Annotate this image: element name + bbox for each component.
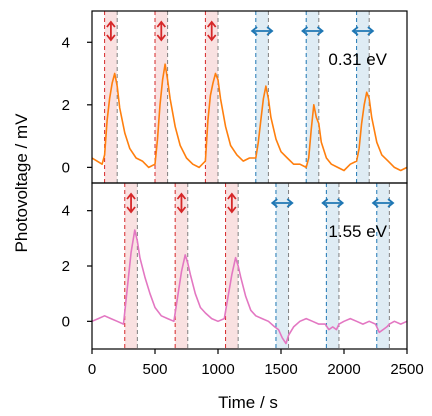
y-tick-label: 4 (62, 203, 70, 220)
illumination-band (356, 11, 370, 183)
illumination-band (124, 183, 138, 349)
arrowhead-up-icon (206, 20, 217, 28)
arrowhead-right-icon (367, 26, 375, 36)
x-tick-label: 2000 (327, 361, 360, 378)
arrowhead-right-icon (316, 26, 324, 36)
arrowhead-left-icon (321, 198, 329, 208)
y-tick-label: 0 (62, 159, 70, 176)
axes-frame (91, 182, 408, 350)
arrowhead-up-icon (176, 192, 187, 200)
x-tick-label: 2500 (390, 361, 423, 378)
illumination-band (376, 183, 390, 349)
illumination-band (275, 183, 289, 349)
y-tick-label: 2 (62, 97, 70, 114)
illumination-band (205, 11, 218, 183)
x-tick-label: 1000 (201, 361, 234, 378)
arrowhead-right-icon (266, 26, 274, 36)
arrowhead-up-icon (106, 20, 116, 28)
illumination-band (175, 183, 188, 349)
arrowhead-down-icon (106, 34, 116, 42)
x-tick-label: 500 (142, 361, 167, 378)
arrowhead-right-icon (337, 198, 345, 208)
photovoltage-series-line (91, 229, 408, 345)
illumination-band (255, 11, 269, 183)
y-axis-label: Photovoltage / mV (12, 113, 31, 253)
x-tick-label: 0 (88, 361, 96, 378)
y-tick-label: 2 (62, 258, 70, 275)
x-tick-label: 1500 (264, 361, 297, 378)
y-tick-label: 4 (62, 34, 70, 51)
panel-top: 0 2 4 0.31 eV (62, 10, 408, 184)
illumination-band (306, 11, 319, 183)
arrowhead-up-icon (156, 20, 167, 28)
illumination-band (104, 11, 118, 183)
arrowhead-down-icon (176, 206, 187, 214)
arrowhead-right-icon (286, 198, 294, 208)
arrowhead-up-icon (227, 192, 237, 200)
photon-energy-label: 1.55 eV (328, 222, 387, 241)
arrowhead-left-icon (250, 26, 258, 36)
x-axis-label: Time / s (218, 393, 278, 412)
photon-energy-label: 0.31 eV (328, 50, 387, 69)
arrowhead-down-icon (227, 206, 237, 214)
illumination-band (326, 183, 339, 349)
photovoltage-series-line (91, 63, 408, 172)
arrowhead-left-icon (371, 198, 379, 208)
arrowhead-up-icon (126, 192, 136, 200)
arrowhead-left-icon (301, 26, 309, 36)
panel-bottom: 0 2 4 0 500 1000 1500 2000 2500 1.55 eV (62, 182, 424, 378)
arrowhead-left-icon (351, 26, 359, 36)
y-tick-label: 0 (62, 313, 70, 330)
arrowhead-right-icon (387, 198, 395, 208)
illumination-band (225, 183, 239, 349)
arrowhead-down-icon (156, 34, 167, 42)
arrowhead-down-icon (206, 34, 217, 42)
arrowhead-down-icon (126, 206, 136, 214)
arrowhead-left-icon (270, 198, 278, 208)
